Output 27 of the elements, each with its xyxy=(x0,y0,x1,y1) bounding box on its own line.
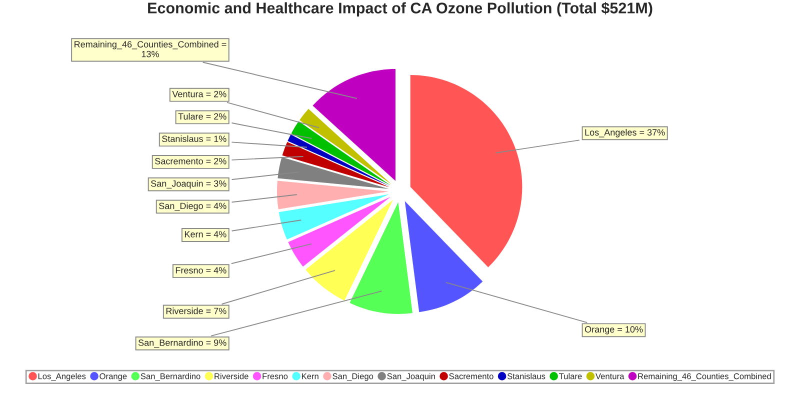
data-label: Kern = 4% xyxy=(184,231,226,238)
data-label: Tulare = 2% xyxy=(178,113,226,120)
data-label: Fresno = 4% xyxy=(176,267,226,274)
legend-label: San_Diego xyxy=(332,373,374,381)
legend-label: Stanislaus xyxy=(507,373,546,380)
data-label: Ventura = 2% xyxy=(172,90,226,98)
data-label: Riverside = 7% xyxy=(166,308,226,314)
legend-label: Ventura xyxy=(596,373,624,380)
data-label: San_Diego = 4% xyxy=(159,202,226,211)
legend-label: Fresno xyxy=(262,373,288,380)
legend-label: San_Joaquin xyxy=(387,373,435,381)
data-label: Remaining_46_Counties_Combined = 13% xyxy=(74,40,226,58)
legend-label: Tulare xyxy=(559,373,582,380)
data-label: San_Joaquin = 3% xyxy=(151,180,226,189)
legend-label: Orange xyxy=(100,373,127,381)
chart-title: Economic and Healthcare Impact of CA Ozone Pollution (Total $521M) xyxy=(148,2,652,16)
data-label: Los_Angeles = 37% xyxy=(585,128,665,138)
legend-label: Riverside xyxy=(214,373,248,380)
data-label: Stanislaus = 1% xyxy=(162,135,226,142)
data-label: Orange = 10% xyxy=(584,326,643,334)
data-label: San_Bernardino = 9% xyxy=(138,339,226,348)
data-label: Sacremento = 2% xyxy=(155,158,226,164)
legend-label: Remaining_46_Counties_Combined xyxy=(638,373,771,381)
legend-label: San_Bernardino xyxy=(140,373,200,381)
legend-label: Sacremento xyxy=(449,373,494,380)
legend-label: Kern xyxy=(302,373,318,380)
legend-label: Los_Angeles xyxy=(38,373,86,381)
